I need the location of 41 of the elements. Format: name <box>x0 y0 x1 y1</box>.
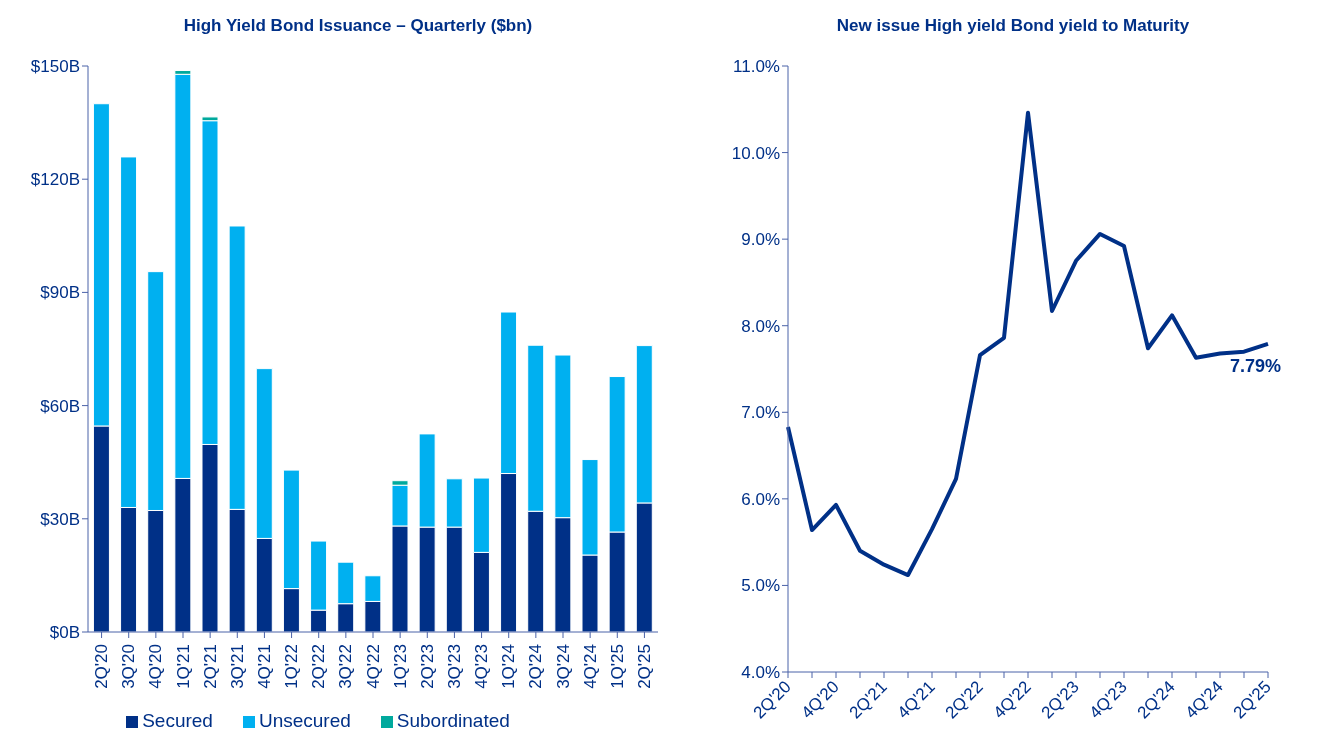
x-tick-label: 4Q'20 <box>146 644 166 689</box>
y-tick-label: $30B <box>40 509 80 529</box>
y-tick-label: 7.0% <box>741 403 780 423</box>
y-tick-label: $120B <box>30 170 80 190</box>
x-tick-label: 3Q'23 <box>444 644 464 689</box>
x-tick-label: 3Q'21 <box>227 644 247 689</box>
y-tick-label: $0B <box>49 623 80 643</box>
x-tick-label: 2Q'23 <box>417 644 437 689</box>
x-tick-label: 1Q'25 <box>607 644 627 689</box>
data-label: 7.79% <box>1230 355 1282 376</box>
y-tick-label: $150B <box>30 57 80 77</box>
x-tick-label: 1Q'23 <box>390 644 410 689</box>
y-tick-label: 6.0% <box>741 489 780 509</box>
chart-title: High Yield Bond Issuance – Quarterly ($bn) <box>182 16 534 37</box>
y-tick-label: 10.0% <box>731 143 780 163</box>
x-tick-label: 1Q'22 <box>282 644 302 689</box>
legend-label: Secured <box>142 710 213 731</box>
x-tick-label: 1Q'24 <box>499 644 519 689</box>
y-tick-label: 8.0% <box>741 316 780 336</box>
x-tick-label: 2Q'21 <box>200 644 220 689</box>
x-tick-label: 3Q'20 <box>119 644 139 689</box>
y-tick-label: 11.0% <box>733 57 780 77</box>
chart-title: New issue High yield Bond yield to Maturity <box>835 16 1191 37</box>
legend-label: Unsecured <box>258 710 351 731</box>
x-tick-label: 4Q'21 <box>254 644 274 689</box>
x-tick-label: 2Q'24 <box>526 644 546 689</box>
y-tick-label: $90B <box>40 283 80 303</box>
legend-label: Subordinated <box>396 710 510 731</box>
y-tick-label: $60B <box>40 396 80 416</box>
x-tick-label: 4Q'24 <box>580 644 600 689</box>
x-tick-label: 3Q'24 <box>553 644 573 689</box>
x-tick-label: 2Q'22 <box>309 644 329 689</box>
x-tick-label: 2Q'20 <box>92 644 112 689</box>
y-tick-label: 4.0% <box>741 663 780 683</box>
x-tick-label: 4Q'23 <box>472 644 492 689</box>
x-tick-label: 1Q'21 <box>173 644 193 689</box>
y-tick-label: 9.0% <box>741 230 780 250</box>
x-tick-label: 3Q'22 <box>336 644 356 689</box>
x-tick-label: 2Q'25 <box>634 644 654 689</box>
y-tick-label: 5.0% <box>741 576 780 596</box>
x-tick-label: 4Q'22 <box>363 644 383 689</box>
